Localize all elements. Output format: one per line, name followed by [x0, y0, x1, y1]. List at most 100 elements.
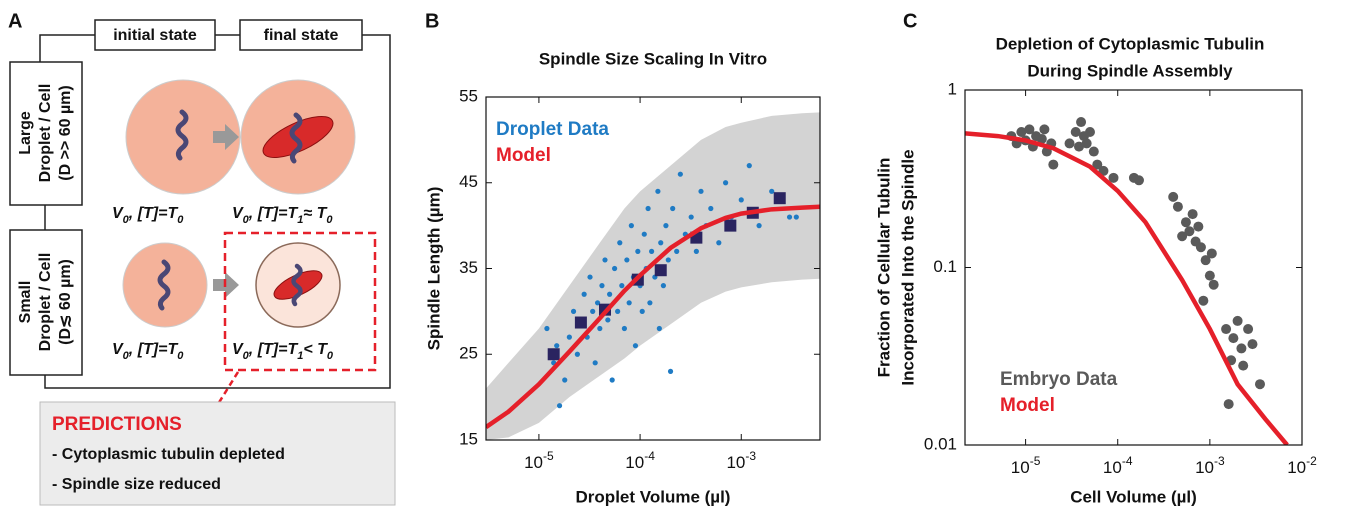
formula-part: 0	[177, 214, 184, 226]
data-point	[1193, 222, 1203, 232]
panel-letter: C	[903, 10, 917, 32]
x-tick-label: 10-3	[1195, 454, 1225, 477]
x-axis-label: Cell Volume (µl)	[1070, 487, 1197, 506]
data-point	[587, 274, 592, 279]
tick-base: 10	[1195, 458, 1214, 477]
y-tick-label: 55	[459, 86, 478, 105]
data-point	[1236, 343, 1246, 353]
formula-part: 0	[327, 350, 334, 362]
tick-base: 10	[1103, 458, 1122, 477]
binned-mean	[655, 264, 667, 276]
chart-title: During Spindle Assembly	[1027, 61, 1233, 80]
y-tick-label: 25	[459, 344, 478, 363]
panel-letter: A	[8, 10, 22, 32]
tick-base: 10	[625, 453, 644, 472]
formula-part: ≈ T	[303, 205, 327, 222]
formula-part: 0	[326, 214, 333, 226]
y-tick-label: 0.1	[933, 257, 957, 276]
data-point	[619, 283, 624, 288]
formula-part: 0	[177, 350, 184, 362]
data-point	[678, 172, 683, 177]
data-point	[1196, 242, 1206, 252]
legend-entry: Embryo Data	[1000, 369, 1118, 390]
formula-part: , [T]=T	[128, 205, 179, 222]
y-axis-label: Spindle Length (µm)	[424, 187, 443, 351]
data-point	[1198, 296, 1208, 306]
formula-part: , [T]=T	[248, 341, 299, 358]
data-point	[1184, 226, 1194, 236]
data-point	[689, 214, 694, 219]
data-point	[708, 206, 713, 211]
x-tick-label: 10-2	[1287, 454, 1317, 477]
tick-exponent: -5	[1030, 454, 1041, 468]
row-label-line: Droplet / Cell	[37, 84, 54, 183]
data-point	[1207, 248, 1217, 258]
data-point	[1224, 399, 1234, 409]
data-point	[698, 189, 703, 194]
data-point	[794, 214, 799, 219]
data-point	[1065, 138, 1075, 148]
data-point	[1089, 147, 1099, 157]
tick-base: 10	[524, 453, 543, 472]
data-point	[668, 369, 673, 374]
data-point	[544, 326, 549, 331]
chart-title: Spindle Size Scaling In Vitro	[539, 49, 767, 68]
data-point	[649, 249, 654, 254]
data-point	[674, 249, 679, 254]
x-tick-label: 10-3	[726, 449, 756, 472]
figure: A initial state final state Large Drople…	[0, 0, 1349, 508]
data-point	[1233, 316, 1243, 326]
data-point	[645, 206, 650, 211]
data-point	[1134, 175, 1144, 185]
predictions-title: PREDICTIONS	[52, 414, 182, 435]
data-point	[562, 377, 567, 382]
column-header: initial state	[113, 27, 197, 44]
x-tick-label: 10-4	[1103, 454, 1133, 477]
data-point	[610, 377, 615, 382]
legend-entry: Droplet Data	[496, 119, 609, 140]
prediction-item: - Cytoplasmic tubulin depleted	[52, 446, 285, 463]
data-point	[1209, 280, 1219, 290]
data-point	[624, 257, 629, 262]
formula: V0, [T]=T0	[112, 205, 184, 226]
formula: V0, [T]=T1< T0	[232, 341, 334, 362]
x-tick-label: 10-5	[1011, 454, 1041, 477]
data-point	[554, 343, 559, 348]
data-point	[590, 309, 595, 314]
row-label-line: (D >> 60 µm)	[57, 85, 74, 180]
data-point	[661, 283, 666, 288]
tick-base: 10	[1011, 458, 1030, 477]
data-point	[633, 343, 638, 348]
prediction-item: - Spindle size reduced	[52, 476, 221, 493]
tick-exponent: -5	[543, 449, 554, 463]
row-label-line: Large	[17, 111, 34, 155]
data-point	[1247, 339, 1257, 349]
data-point	[1221, 324, 1231, 334]
data-point	[640, 309, 645, 314]
row-label-line: (D≲ 60 µm)	[57, 259, 74, 345]
row-label-line: Droplet / Cell	[37, 253, 54, 352]
data-point	[1181, 217, 1191, 227]
data-point	[716, 240, 721, 245]
x-tick-label: 10-5	[524, 449, 554, 472]
data-point	[607, 292, 612, 297]
data-point	[1188, 209, 1198, 219]
data-point	[1243, 324, 1253, 334]
data-point	[1168, 192, 1178, 202]
y-axis-label: Fraction of Cellular Tubulin	[874, 158, 893, 378]
tick-exponent: -3	[1214, 454, 1225, 468]
chart-title: Depletion of Cytoplasmic Tubulin	[996, 34, 1265, 53]
data-point	[1228, 333, 1238, 343]
data-point	[602, 257, 607, 262]
binned-mean	[724, 220, 736, 232]
formula-part: , [T]=T	[248, 205, 299, 222]
tick-base: 10	[726, 453, 745, 472]
data-point	[658, 240, 663, 245]
data-point	[666, 257, 671, 262]
tick-exponent: -3	[745, 449, 756, 463]
y-tick-label: 15	[459, 429, 478, 448]
data-point	[1039, 124, 1049, 134]
data-point	[627, 300, 632, 305]
data-point	[657, 326, 662, 331]
legend-entry: Model	[1000, 395, 1055, 416]
